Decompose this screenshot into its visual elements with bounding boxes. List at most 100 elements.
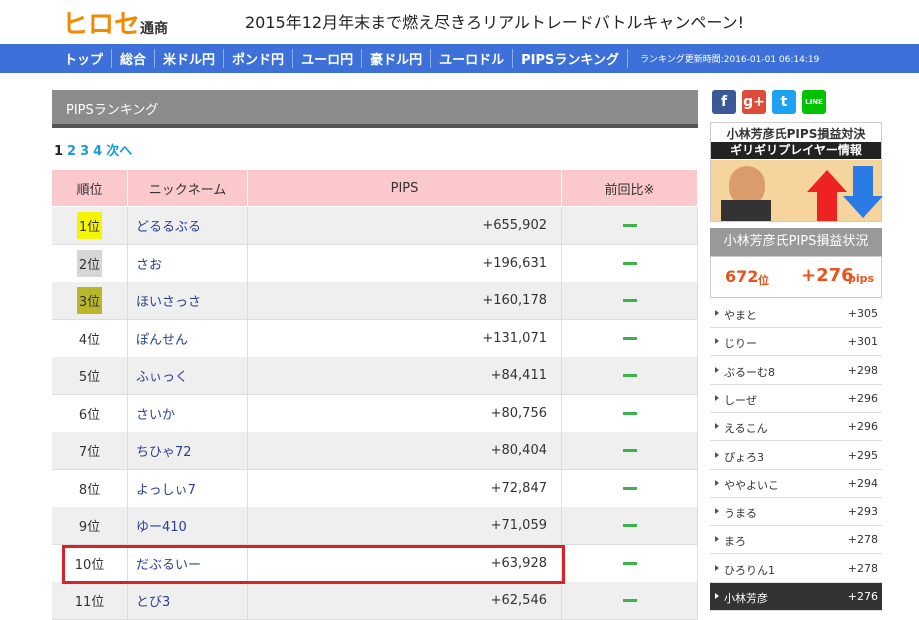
social-icon[interactable]: LINE [802,90,826,114]
rank: 1位 [76,212,103,239]
player-row[interactable]: えるこん +296 [710,413,882,442]
arrow [715,394,719,401]
arrow [715,423,719,430]
nickname[interactable]: だぶるいー [128,544,248,582]
arrow [715,338,719,345]
nav-item[interactable]: ポンド円 [224,49,294,68]
arrow [715,366,719,373]
player-name: うまる [724,507,757,521]
nav-item[interactable]: 米ドル円 [155,49,225,68]
no-change-icon [622,599,637,602]
player-pips: +278 [847,533,878,547]
player-name: ぶるーむ8 [724,365,775,379]
nickname[interactable]: さお [128,244,248,282]
panel-header: PIPSランキング [52,90,698,128]
table-header: PIPS [248,170,562,206]
rank-cell: 6位 [52,394,128,432]
player-pips: +278 [847,561,878,575]
nav-item[interactable]: ユーロ円 [293,49,363,68]
page-link[interactable]: 2 [67,144,77,159]
arrow [715,508,719,515]
page-link[interactable]: 3 [80,144,90,159]
banner-image [711,160,883,221]
nickname[interactable]: ふぃっく [128,357,248,394]
player-name: じりー [724,337,757,351]
banner-line2: ギリギリプレイヤー情報 [711,142,881,159]
nav-item[interactable]: 総合 [112,49,156,68]
pips: +62,546 [248,582,562,619]
nav-bar: トップ 総合 米ドル円 ポンド円 ユーロ円 豪ドル円 ユーロドル PIPSランキング ランキング… [0,44,919,73]
social-icon[interactable]: t [772,90,796,114]
page-link[interactable]: 次へ [106,144,133,159]
change-cell [562,394,698,432]
nickname[interactable]: さいか [128,394,248,432]
pips: +160,178 [248,282,562,319]
change-cell [562,282,698,319]
no-change-icon [622,374,637,377]
social-icon[interactable]: g+ [742,90,766,114]
nickname[interactable]: よっしぃ7 [128,469,248,507]
rank-cell: 8位 [52,469,128,507]
nickname[interactable]: どるるぶる [128,207,248,244]
rank: 10位 [74,557,105,573]
nav-item[interactable]: 豪ドル円 [362,49,432,68]
pips: +72,847 [248,469,562,507]
rank-cell: 5位 [52,357,128,394]
table-header: 前回比※ [562,170,698,206]
player-row[interactable]: ややよいこ +294 [710,470,882,498]
rank-cell: 9位 [52,507,128,544]
pips: +84,411 [248,357,562,394]
change-cell [562,432,698,469]
player-pips: +305 [847,307,878,320]
change-cell [562,507,698,544]
nickname[interactable]: ちひゃ72 [128,432,248,469]
rank-cell: 11位 [52,582,128,619]
page-link: 1 [54,144,64,159]
change-cell [562,582,698,619]
nav-item[interactable]: トップ [56,49,113,68]
change-cell [562,544,698,582]
social-icon[interactable]: f [712,90,736,114]
rank: 5位 [78,370,101,385]
banner[interactable]: 小林芳彦氏PIPS損益対決 ギリギリプレイヤー情報 [710,122,883,222]
change-cell [562,469,698,507]
nickname[interactable]: とび3 [128,582,248,619]
player-name: ひろりん1 [724,563,775,577]
player-row[interactable]: じりー +301 [710,328,882,357]
rank: 8位 [78,482,101,498]
no-change-icon [622,449,637,452]
rank: 9位 [78,520,101,535]
no-change-icon [622,299,637,302]
rank-cell: 7位 [52,432,128,469]
rank: 4位 [78,332,101,348]
nickname[interactable]: ぽんせん [128,319,248,357]
player-row[interactable]: ぴょろ3 +295 [710,442,882,470]
nav-item[interactable]: PIPSランキング [513,49,628,68]
pips: +63,928 [248,544,562,582]
brand-suffix: 通商 [140,21,169,37]
player-row[interactable]: しーぜ +296 [710,385,882,413]
pips-value: +276 [801,265,854,286]
no-change-icon [622,486,637,490]
player-row[interactable]: ひろりん1 +278 [710,555,882,583]
player-row[interactable]: 小林芳彦 +276 [710,583,882,611]
highlight-box [62,545,565,584]
logo[interactable]: ヒロセ通商 [62,4,168,41]
rank: 11位 [74,595,105,610]
no-change-icon [622,336,637,340]
rank: 7位 [78,445,101,460]
panel-title: PIPSランキング [66,103,159,118]
nickname[interactable]: ゆー410 [128,507,248,544]
player-row[interactable]: やまと +305 [710,300,882,328]
pips: +80,404 [248,432,562,469]
arrow [715,536,719,543]
player-row[interactable]: うまる +293 [710,498,882,527]
campaign-title: 2015年12月年末まで燃え尽きろリアルトレードバトルキャンペーン! [245,13,745,32]
page-link[interactable]: 4 [93,144,103,159]
player-row[interactable]: まろ +278 [710,526,882,555]
player-row[interactable]: ぶるーむ8 +298 [710,357,882,385]
player-name: やまと [724,309,757,322]
status-box: 672 位 +276 pips [710,256,882,298]
nickname[interactable]: ほいさっさ [128,282,248,319]
nav-item[interactable]: ユーロドル [431,49,514,68]
